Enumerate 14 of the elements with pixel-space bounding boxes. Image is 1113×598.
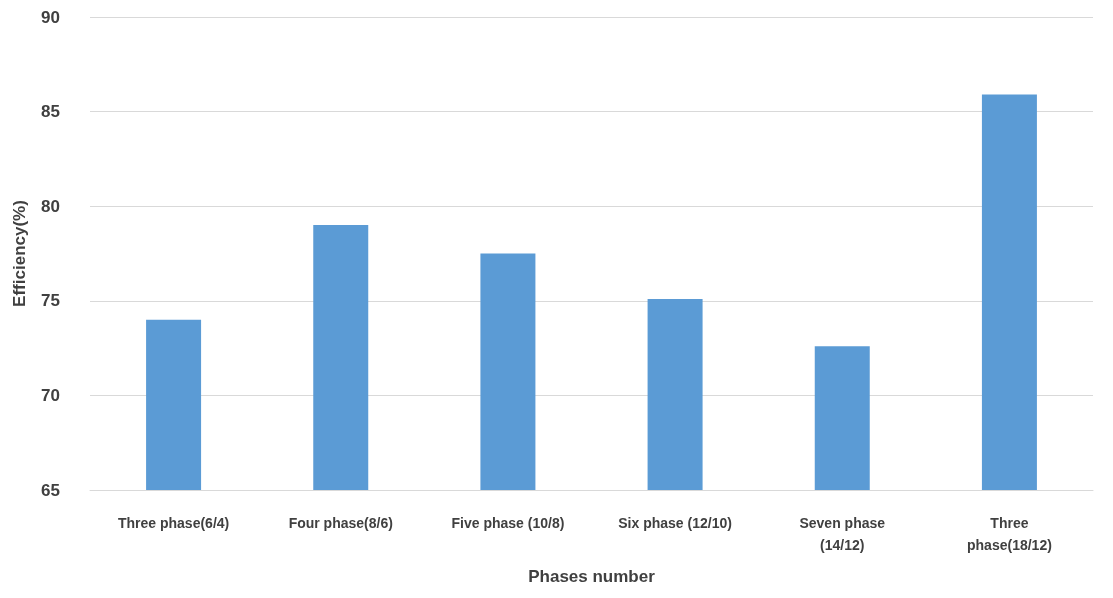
y-axis-title: Efficiency(%) xyxy=(10,200,29,307)
x-tick-label: Six phase (12/10) xyxy=(618,515,732,531)
y-tick-label: 80 xyxy=(41,196,60,216)
y-tick-label: 70 xyxy=(41,385,60,405)
y-tick-label: 90 xyxy=(41,7,60,27)
x-tick-label: Three phase(6/4) xyxy=(117,515,230,531)
x-tick-label: Three phase(18/12) xyxy=(967,515,1052,553)
x-tick-label: Seven phase (14/12) xyxy=(799,515,886,553)
y-tick-label: 65 xyxy=(41,480,60,500)
y-tick-label: 85 xyxy=(41,102,60,122)
x-axis-title: Phases number xyxy=(528,567,656,586)
x-tick-label: Five phase (10/8) xyxy=(451,515,565,531)
x-tick-label: Four phase(8/6) xyxy=(288,515,393,531)
y-tick-label: 75 xyxy=(41,291,60,311)
